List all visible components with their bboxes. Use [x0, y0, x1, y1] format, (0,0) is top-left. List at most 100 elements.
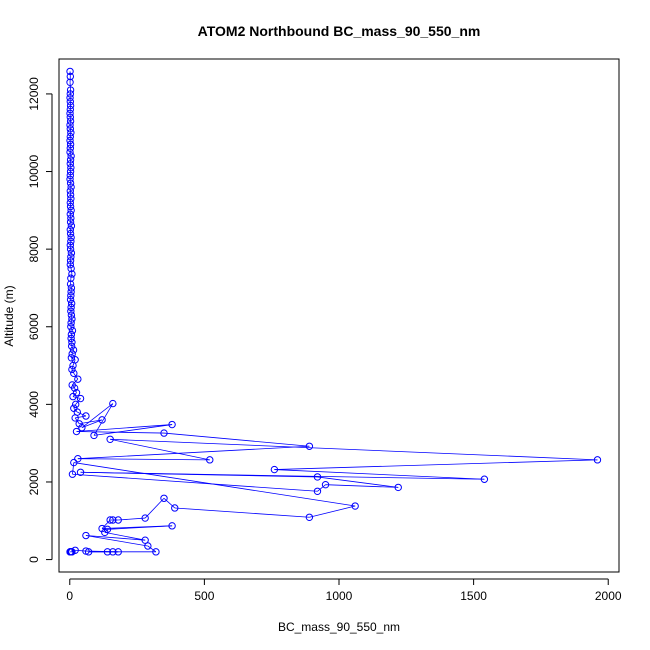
data-point: [66, 241, 75, 249]
data-point: [106, 516, 114, 524]
data-point: [66, 97, 75, 106]
data-point: [66, 136, 74, 145]
data-point: [321, 480, 330, 489]
y-tick-label: 0: [27, 556, 41, 563]
data-point: [66, 295, 75, 304]
series-segment: [75, 549, 86, 552]
data-point: [66, 121, 74, 129]
y-axis-label: Altitude (m): [2, 285, 16, 346]
data-point: [109, 548, 117, 556]
series-segment: [79, 419, 103, 425]
series-segment: [325, 484, 399, 488]
data-point: [171, 504, 179, 512]
series-segment: [93, 403, 114, 436]
data-point: [168, 522, 176, 530]
data-point: [68, 315, 76, 323]
data-point: [270, 465, 279, 474]
data-point: [68, 338, 76, 346]
data-point: [206, 456, 214, 464]
y-tick-label: 10000: [27, 155, 41, 189]
data-point: [66, 140, 75, 149]
data-point: [67, 206, 75, 215]
data-point: [66, 175, 74, 183]
data-point: [76, 468, 85, 476]
data-point: [141, 514, 149, 522]
series-segment: [72, 392, 77, 397]
data-point: [90, 431, 98, 440]
data-point: [67, 292, 75, 300]
data-point: [66, 105, 75, 114]
data-point: [70, 384, 79, 392]
series-segment: [74, 387, 77, 393]
data-point: [67, 237, 75, 246]
data-point: [68, 365, 76, 374]
data-point: [66, 280, 75, 288]
data-point: [66, 198, 75, 207]
series-segment: [77, 445, 310, 460]
series-segment: [69, 82, 71, 91]
data-point: [67, 330, 76, 339]
data-point: [66, 218, 75, 226]
data-point: [71, 414, 79, 422]
series-segment: [174, 507, 310, 518]
series-segment: [73, 462, 356, 507]
data-point: [72, 427, 81, 436]
data-point: [168, 420, 176, 429]
data-point: [305, 513, 314, 521]
data-point: [70, 369, 78, 378]
y-tick-label: 12000: [27, 77, 41, 111]
data-point: [67, 342, 76, 350]
data-point: [67, 152, 75, 160]
data-point: [66, 167, 75, 176]
data-point: [66, 78, 74, 86]
data-point: [66, 67, 74, 76]
series-segment: [163, 432, 310, 447]
chart-title: ATOM2 Northbound BC_mass_90_550_nm: [198, 23, 481, 39]
plot-frame: [58, 58, 620, 573]
series-segment: [75, 398, 81, 405]
data-point: [70, 458, 78, 467]
data-point: [480, 475, 489, 483]
y-tick-label: 2000: [27, 468, 41, 495]
data-point: [103, 548, 112, 556]
x-tick-label: 2000: [595, 589, 622, 603]
series-segment: [80, 471, 318, 478]
y-axis: 0 2000 4000 6000 8000 10000 12000: [27, 77, 53, 563]
x-tick-label: 1000: [326, 589, 353, 603]
x-tick-label: 1500: [460, 589, 487, 603]
data-point: [67, 311, 76, 319]
series-segment: [110, 438, 210, 461]
data-point: [101, 528, 109, 537]
data-point: [67, 284, 76, 292]
series-segment: [73, 407, 78, 413]
series-segment: [317, 484, 326, 492]
data-point: [66, 160, 75, 168]
data-point: [114, 548, 122, 556]
data-point: [66, 187, 75, 195]
data-point: [109, 399, 117, 408]
data-point: [160, 494, 168, 502]
series-segment: [101, 519, 111, 529]
data-point: [114, 516, 122, 524]
data-point: [394, 483, 402, 492]
data-point: [66, 210, 75, 218]
data-point: [109, 516, 117, 524]
series-segment: [274, 459, 598, 470]
data-point: [66, 260, 75, 269]
series-segment: [118, 517, 146, 521]
data-point: [69, 346, 78, 354]
data-point: [66, 226, 75, 234]
data-point: [74, 375, 82, 383]
series-points: [66, 67, 602, 556]
data-point: [66, 101, 75, 110]
data-point: [141, 536, 149, 544]
data-point: [66, 245, 75, 253]
data-point: [67, 249, 76, 257]
x-axis-label: BC_mass_90_550_nm: [278, 620, 400, 634]
data-point: [67, 274, 75, 282]
data-point: [68, 326, 77, 335]
series-segment: [76, 424, 173, 432]
data-point: [160, 429, 168, 437]
data-point: [66, 191, 75, 199]
